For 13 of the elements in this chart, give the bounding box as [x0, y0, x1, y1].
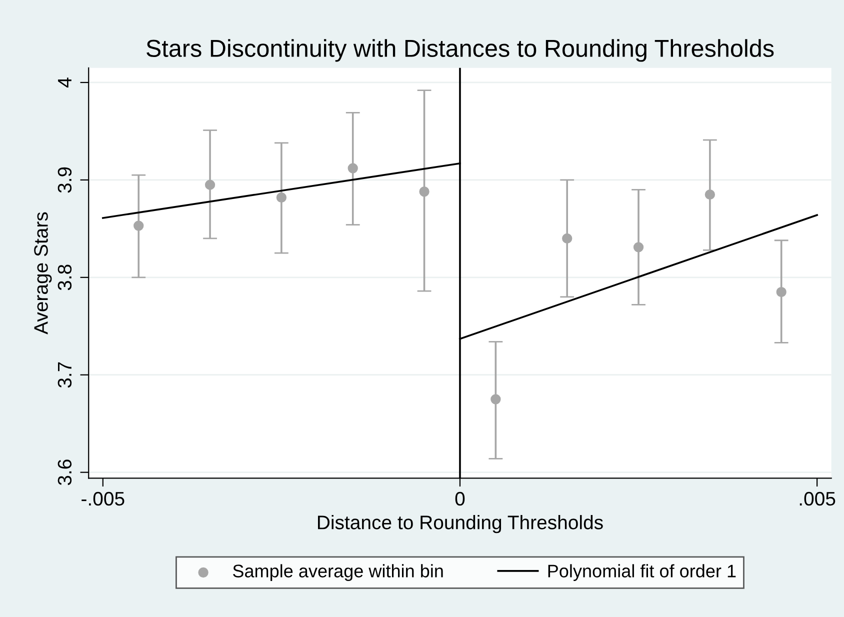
y-axis-title: Average Stars	[34, 212, 52, 334]
y-tick-label: 3.7	[58, 362, 72, 388]
x-tick-label: -.005	[82, 492, 124, 506]
legend-label: Polynomial fit of order 1	[548, 564, 736, 582]
y-tick-label: 3.6	[58, 460, 72, 486]
y-tick-label: 4	[58, 78, 72, 88]
x-tick-label: 0	[455, 492, 465, 506]
x-tick-label: .005	[800, 492, 836, 506]
y-tick-label: 3.9	[58, 167, 72, 193]
legend-label: Sample average within bin	[233, 564, 443, 582]
x-axis-title: Distance to Rounding Thresholds	[318, 515, 603, 534]
y-tick-label: 3.8	[58, 264, 72, 290]
chart-title: Stars Discontinuity with Distances to Rounding Thresholds	[146, 39, 774, 62]
